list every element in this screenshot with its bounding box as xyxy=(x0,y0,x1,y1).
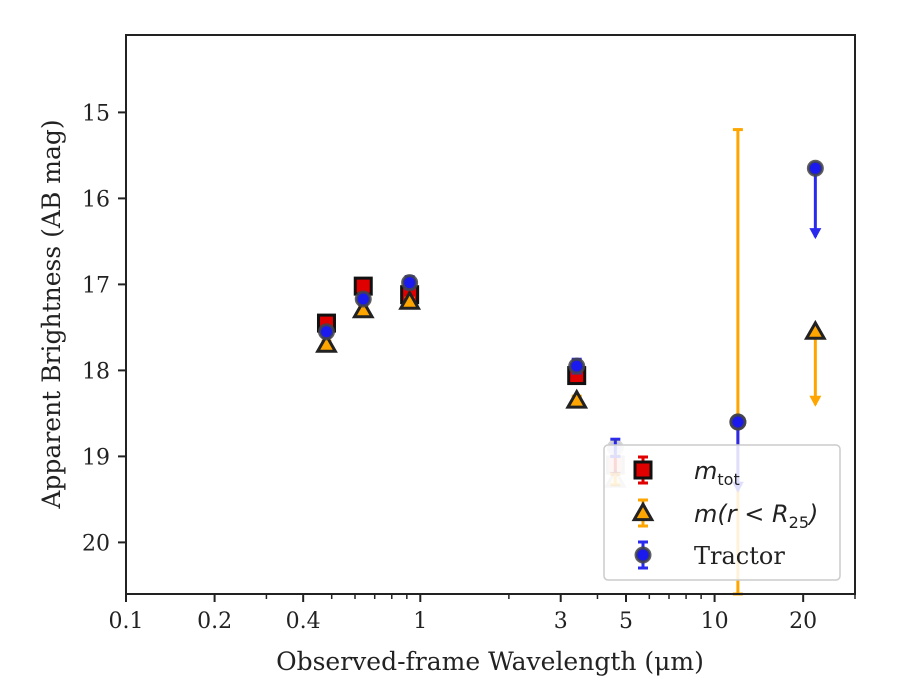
data-marker xyxy=(729,413,747,431)
data-marker xyxy=(315,332,338,353)
upper-limit-arrow-head xyxy=(809,395,822,407)
x-tick-label: 20 xyxy=(789,609,817,634)
x-tick-label: 0.1 xyxy=(109,609,144,634)
y-tick-label: 15 xyxy=(82,101,110,126)
data-point xyxy=(315,332,338,353)
data-marker xyxy=(803,319,827,340)
y-tick-label: 16 xyxy=(82,187,110,212)
data-point xyxy=(351,298,375,319)
legend-box xyxy=(603,444,841,581)
legend-marker xyxy=(631,501,655,522)
data-marker xyxy=(568,357,586,375)
legend: mtot m(r < R25) Tractor xyxy=(603,444,841,581)
y-tick-label: 19 xyxy=(82,445,110,470)
y-axis-label: Apparent Brightness (AB mag) xyxy=(37,119,66,509)
data-marker xyxy=(354,290,372,308)
legend-label: mtot xyxy=(694,457,740,489)
data-point xyxy=(317,323,335,341)
data-marker xyxy=(351,298,375,319)
data-point xyxy=(565,388,589,409)
chart-axes: 0.1 0.2 0.4 1 3 5 10 20 15 16 17 18 19 20 xyxy=(82,101,856,634)
data-marker xyxy=(401,274,419,292)
upper-limit-arrow-head xyxy=(809,228,822,240)
x-tick-label: 3 xyxy=(554,609,568,634)
data-marker xyxy=(806,159,824,177)
data-point xyxy=(401,274,419,292)
data-marker xyxy=(565,388,589,409)
legend-label: m(r < R25) xyxy=(694,500,818,532)
y-tick-label: 20 xyxy=(82,531,110,556)
data-point xyxy=(398,289,422,310)
x-tick-label: 1 xyxy=(413,609,427,634)
series-circle xyxy=(317,159,824,493)
legend-label: Tractor xyxy=(694,542,785,570)
data-marker xyxy=(317,323,335,341)
x-tick-label: 0.2 xyxy=(197,609,232,634)
x-axis-label: Observed-frame Wavelength (μm) xyxy=(276,647,704,676)
y-tick-label: 17 xyxy=(82,273,110,298)
data-point xyxy=(568,357,586,375)
y-tick-label: 18 xyxy=(82,359,110,384)
legend-marker xyxy=(633,460,653,480)
x-tick-label: 0.4 xyxy=(286,609,321,634)
x-tick-label: 5 xyxy=(619,609,633,634)
data-point xyxy=(354,290,372,308)
x-tick-label: 10 xyxy=(701,609,729,634)
legend-marker xyxy=(634,546,652,564)
data-marker xyxy=(398,289,422,310)
plot-frame xyxy=(125,34,856,595)
